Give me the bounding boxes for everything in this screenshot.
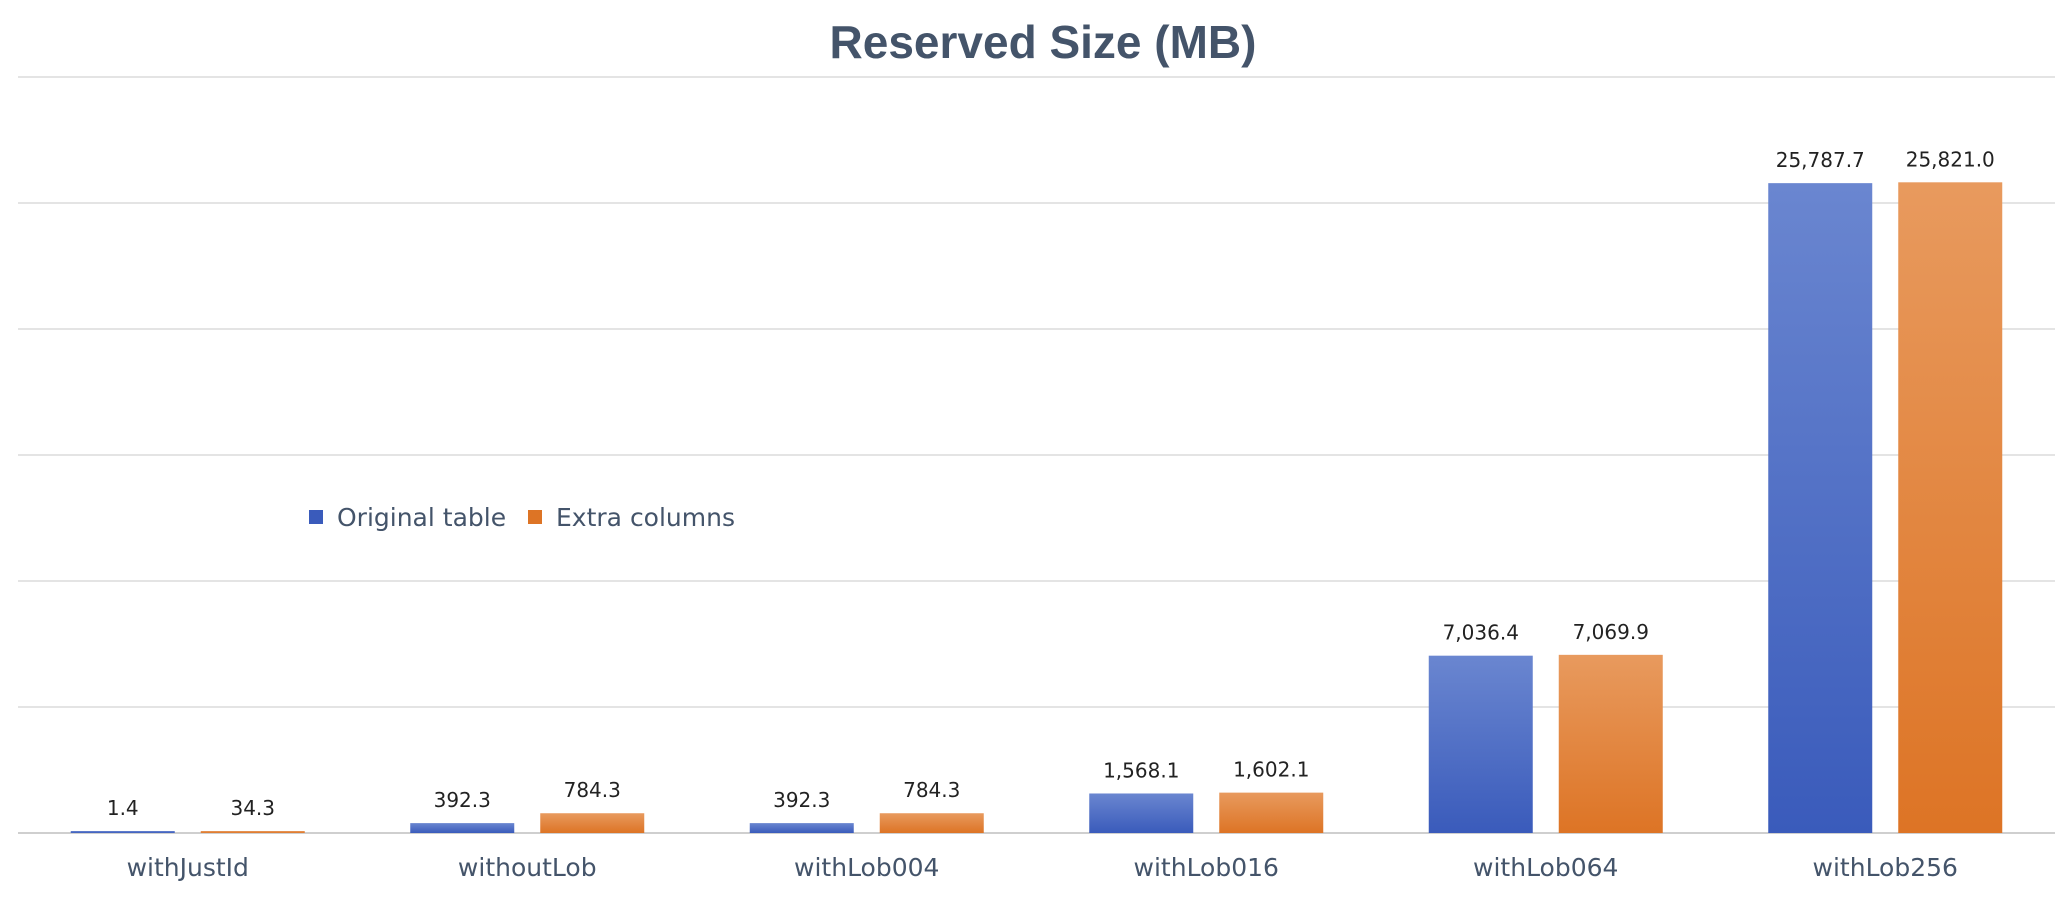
bar-withLob004-series-0 xyxy=(749,823,854,833)
data-label: 34.3 xyxy=(230,796,275,820)
category-label: withoutLob xyxy=(458,853,597,882)
bar-withLob256-series-0 xyxy=(1768,183,1873,833)
category-label: withLob016 xyxy=(1134,853,1279,882)
data-label: 1,568.1 xyxy=(1103,758,1179,782)
data-label: 1.4 xyxy=(107,796,139,820)
data-label: 7,069.9 xyxy=(1573,620,1649,644)
bar-withLob064-series-1 xyxy=(1558,654,1663,833)
data-label: 25,821.0 xyxy=(1906,147,1995,171)
bar-withJustId-series-1 xyxy=(200,831,305,833)
data-label: 25,787.7 xyxy=(1776,148,1865,172)
bars xyxy=(70,182,2003,834)
bar-withLob004-series-1 xyxy=(879,813,984,833)
gridlines xyxy=(18,76,2055,834)
chart-title: Reserved Size (MB) xyxy=(830,16,1257,68)
bar-withLob064-series-0 xyxy=(1428,655,1533,833)
data-label: 7,036.4 xyxy=(1443,621,1519,645)
data-label: 392.3 xyxy=(773,788,830,812)
category-label: withLob064 xyxy=(1473,853,1618,882)
legend: Original table Extra columns xyxy=(309,503,735,532)
category-label: withLob256 xyxy=(1813,853,1958,882)
legend-label: Original table xyxy=(337,503,506,532)
data-label: 1,602.1 xyxy=(1233,758,1309,782)
legend-swatch xyxy=(528,510,542,524)
legend-swatch xyxy=(309,510,323,524)
bar-withoutLob-series-1 xyxy=(540,813,645,833)
data-label: 784.3 xyxy=(903,778,960,802)
bar-withJustId-series-0 xyxy=(70,831,175,833)
data-label: 392.3 xyxy=(434,788,491,812)
category-label: withLob004 xyxy=(794,853,939,882)
data-labels: 1.4 34.3 392.3 784.3 392.3 784.3 1,568.1 1,602.… xyxy=(107,147,1995,820)
bar-withoutLob-series-0 xyxy=(410,823,515,833)
category-label: withJustId xyxy=(127,853,249,882)
bar-withLob016-series-1 xyxy=(1219,792,1324,833)
bar-withLob256-series-1 xyxy=(1898,182,2003,834)
legend-label: Extra columns xyxy=(556,503,735,532)
category-labels: withJustId withoutLob withLob004 withLob016… xyxy=(127,853,1958,882)
bar-withLob016-series-0 xyxy=(1089,793,1194,833)
data-label: 784.3 xyxy=(564,778,621,802)
